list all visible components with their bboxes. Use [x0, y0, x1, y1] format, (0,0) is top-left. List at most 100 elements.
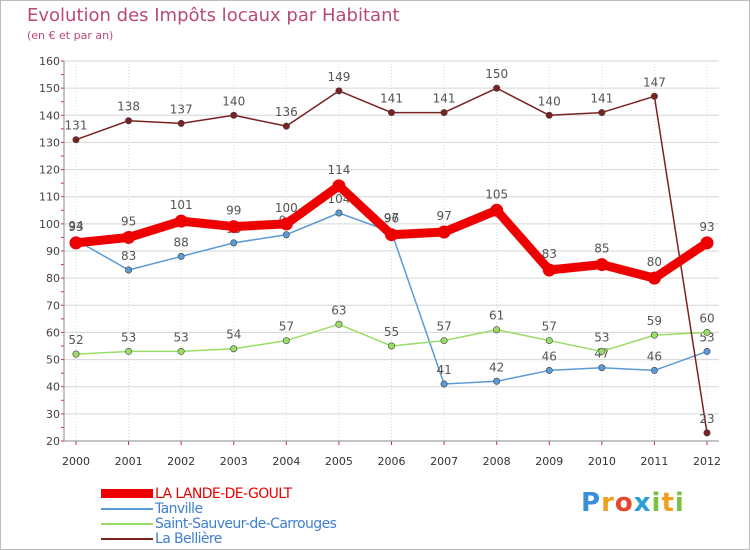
y-tick-label: 20: [46, 435, 60, 448]
data-label: 46: [647, 349, 662, 363]
data-point: [174, 214, 188, 228]
data-point: [387, 109, 395, 117]
logo-letter: t: [661, 488, 675, 518]
data-label: 141: [380, 92, 403, 106]
legend-swatch: [101, 522, 153, 525]
data-label: 53: [699, 330, 714, 344]
chart-subtitle: (en € et par an): [27, 29, 114, 42]
data-point: [177, 347, 185, 355]
x-tick-label: 2002: [167, 455, 195, 468]
data-label: 88: [174, 235, 189, 249]
chart-legend: LA LANDE-DE-GOULT Tanville Saint-Sauveur-d…: [101, 486, 337, 547]
data-point: [542, 263, 556, 277]
data-point: [335, 209, 343, 217]
data-label: 141: [433, 92, 456, 106]
data-point: [440, 380, 448, 388]
x-tick-label: 2005: [325, 455, 353, 468]
data-point: [650, 366, 658, 374]
y-tick-label: 90: [46, 245, 60, 258]
y-tick-label: 80: [46, 272, 60, 285]
legend-entry: Saint-Sauveur-de-Carrouges: [101, 515, 337, 532]
y-tick-label: 100: [39, 218, 60, 231]
logo-letter: P: [581, 488, 602, 518]
y-tick-label: 130: [39, 136, 60, 149]
data-point: [332, 179, 346, 193]
data-label: 85: [594, 242, 609, 256]
data-point: [387, 342, 395, 350]
x-tick-label: 2001: [115, 455, 143, 468]
y-tick-label: 60: [46, 326, 60, 339]
data-label: 41: [436, 363, 451, 377]
data-point: [282, 122, 290, 130]
data-label: 52: [68, 333, 83, 347]
y-tick-label: 150: [39, 82, 60, 95]
data-label: 137: [170, 102, 193, 116]
data-label: 57: [542, 320, 557, 334]
x-tick-label: 2004: [272, 455, 300, 468]
data-point: [598, 364, 606, 372]
data-point: [545, 337, 553, 345]
data-label: 138: [117, 100, 140, 114]
proxiti-logo: Proxiti: [581, 488, 685, 518]
data-point: [125, 266, 133, 274]
x-tick-label: 2003: [220, 455, 248, 468]
x-tick-label: 2011: [640, 455, 668, 468]
data-label: 150: [485, 67, 508, 81]
data-point: [703, 328, 711, 336]
x-tick-label: 2007: [430, 455, 458, 468]
data-label: 93: [68, 220, 83, 234]
data-label: 53: [594, 330, 609, 344]
data-label: 53: [121, 330, 136, 344]
x-tick-label: 2006: [378, 455, 406, 468]
y-tick-label: 110: [39, 191, 60, 204]
data-point: [335, 87, 343, 95]
y-tick-label: 40: [46, 381, 60, 394]
legend-entry: LA LANDE-DE-GOULT: [101, 486, 336, 502]
legend-label: Saint-Sauveur-de-Carrouges: [155, 515, 337, 532]
data-point: [282, 337, 290, 345]
data-label: 141: [590, 92, 613, 106]
data-label: 80: [647, 255, 662, 269]
data-point: [385, 228, 398, 242]
y-tick-label: 140: [39, 109, 60, 122]
data-point: [595, 258, 609, 272]
data-label: 94: [68, 219, 83, 233]
data-label: 114: [327, 163, 350, 177]
logo-letter: i: [651, 488, 662, 518]
legend-entry: Tanville: [101, 501, 336, 517]
data-label: 105: [485, 187, 508, 201]
data-label: 147: [643, 75, 666, 89]
data-label: 97: [384, 211, 399, 225]
data-point: [437, 225, 451, 239]
legend-entry: La Bellière: [101, 531, 336, 547]
data-point: [230, 345, 238, 353]
x-tick-label: 2008: [483, 455, 511, 468]
x-tick-label: 2009: [535, 455, 563, 468]
data-label: 55: [384, 325, 399, 339]
data-point: [335, 320, 343, 328]
data-point: [122, 230, 136, 244]
data-label: 83: [542, 247, 557, 261]
data-point: [650, 331, 658, 339]
y-tick-label: 120: [39, 164, 60, 177]
logo-letter: r: [601, 488, 615, 518]
data-point: [493, 377, 501, 385]
data-point: [650, 92, 658, 100]
y-tick-label: 160: [39, 55, 60, 68]
x-tick-label: 2012: [693, 455, 721, 468]
data-label: 149: [327, 70, 350, 84]
x-tick-label: 2000: [62, 455, 90, 468]
data-label: 63: [331, 303, 346, 317]
data-point: [177, 252, 185, 260]
logo-letter: i: [674, 488, 685, 518]
y-tick-label: 70: [46, 299, 60, 312]
data-point: [598, 109, 606, 117]
data-point: [279, 217, 293, 231]
data-label: 100: [275, 201, 298, 215]
data-point: [703, 429, 711, 437]
data-point: [72, 136, 80, 144]
data-point: [545, 111, 553, 119]
data-point: [125, 347, 133, 355]
